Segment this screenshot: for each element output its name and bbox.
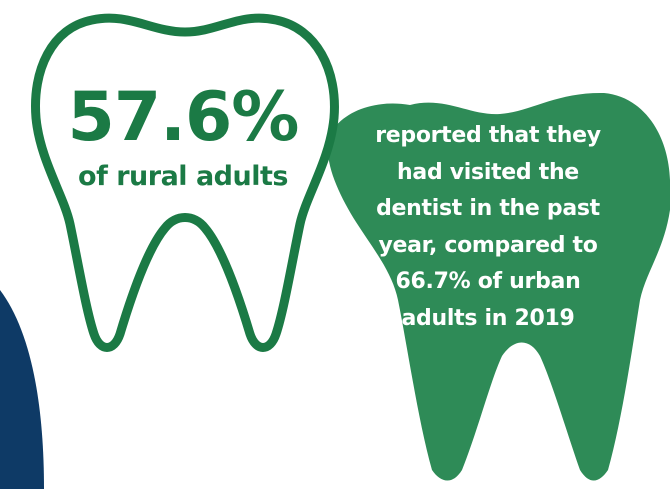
tooth-outline-icon bbox=[31, 13, 339, 352]
navy-decorative-shape bbox=[0, 290, 44, 489]
stat-percent: 57.6% bbox=[67, 78, 300, 157]
stat-caption: of rural adults bbox=[78, 161, 288, 192]
tooth-filled-icon bbox=[327, 92, 670, 481]
description-text: reported that they had visited the denti… bbox=[375, 123, 601, 331]
